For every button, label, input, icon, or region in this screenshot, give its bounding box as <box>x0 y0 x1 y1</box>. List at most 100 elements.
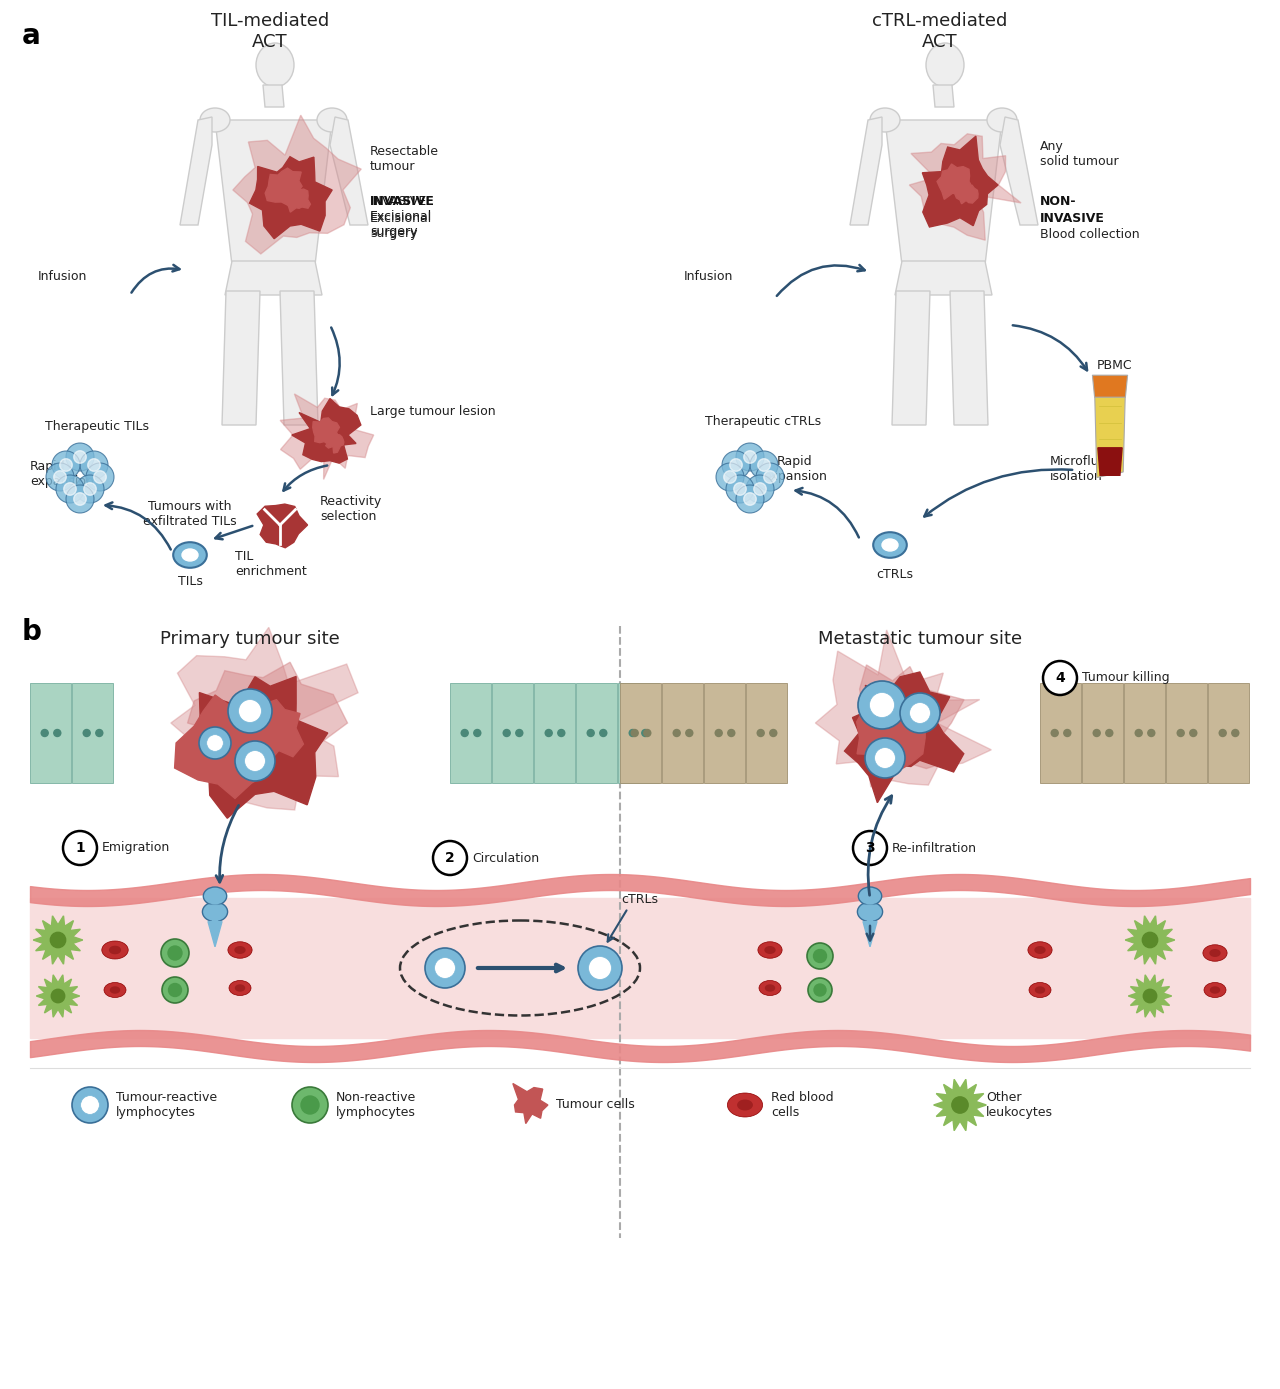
Ellipse shape <box>859 888 882 906</box>
Text: Rapid
expansion: Rapid expansion <box>763 456 827 483</box>
Ellipse shape <box>1210 950 1220 956</box>
Polygon shape <box>280 292 317 425</box>
Circle shape <box>630 729 636 736</box>
Polygon shape <box>815 631 991 788</box>
Polygon shape <box>188 663 348 789</box>
Ellipse shape <box>870 108 900 132</box>
Ellipse shape <box>737 1100 753 1110</box>
Text: Microfluidic
isolation: Microfluidic isolation <box>1050 456 1121 483</box>
Polygon shape <box>36 975 79 1017</box>
Text: 2: 2 <box>445 851 454 865</box>
Bar <box>576 683 617 783</box>
Text: INVASIVE: INVASIVE <box>1039 213 1105 225</box>
Circle shape <box>198 726 230 758</box>
Ellipse shape <box>182 549 198 561</box>
Ellipse shape <box>758 942 782 958</box>
Text: cTRLs: cTRLs <box>622 893 658 906</box>
Polygon shape <box>850 117 882 225</box>
Text: Emigration: Emigration <box>102 842 170 854</box>
Ellipse shape <box>236 985 244 990</box>
Polygon shape <box>33 915 83 964</box>
Circle shape <box>1051 729 1059 736</box>
Bar <box>1124 683 1165 783</box>
Circle shape <box>858 681 906 729</box>
Polygon shape <box>215 119 332 265</box>
Ellipse shape <box>727 1093 763 1117</box>
Circle shape <box>433 840 467 875</box>
Circle shape <box>67 443 93 471</box>
Polygon shape <box>513 1083 548 1124</box>
Circle shape <box>81 1096 100 1114</box>
Text: INVASIVE
Excisional
surgery: INVASIVE Excisional surgery <box>370 194 433 238</box>
Text: Infusion: Infusion <box>37 269 87 283</box>
Bar <box>1039 683 1082 783</box>
Polygon shape <box>312 418 339 444</box>
Polygon shape <box>1125 915 1175 964</box>
Circle shape <box>425 949 465 988</box>
Circle shape <box>641 729 649 736</box>
Polygon shape <box>909 133 1021 240</box>
Text: Rapid
expansion: Rapid expansion <box>29 460 93 488</box>
Circle shape <box>1064 729 1071 736</box>
Circle shape <box>163 976 188 1003</box>
Circle shape <box>79 451 108 479</box>
Circle shape <box>236 740 275 781</box>
Ellipse shape <box>104 982 125 997</box>
Circle shape <box>96 729 102 736</box>
Ellipse shape <box>200 108 230 132</box>
Bar <box>1082 683 1123 783</box>
Ellipse shape <box>228 942 252 958</box>
Polygon shape <box>234 700 303 757</box>
Ellipse shape <box>204 888 227 906</box>
Circle shape <box>168 946 182 960</box>
Text: Tumour cells: Tumour cells <box>556 1099 635 1111</box>
Text: Any
solid tumour: Any solid tumour <box>1039 140 1119 168</box>
Circle shape <box>1231 729 1239 736</box>
Circle shape <box>1142 932 1157 947</box>
Ellipse shape <box>317 108 347 132</box>
Circle shape <box>93 471 106 483</box>
Circle shape <box>686 729 692 736</box>
Polygon shape <box>221 292 260 425</box>
Circle shape <box>67 485 93 513</box>
Circle shape <box>228 689 273 733</box>
Ellipse shape <box>110 988 119 993</box>
Polygon shape <box>186 676 328 818</box>
Circle shape <box>764 471 776 483</box>
Text: Therapeutic TILs: Therapeutic TILs <box>45 419 148 433</box>
Ellipse shape <box>873 532 906 558</box>
Circle shape <box>52 451 79 479</box>
Circle shape <box>589 957 612 979</box>
Ellipse shape <box>110 946 120 954</box>
Ellipse shape <box>1036 988 1044 993</box>
Bar <box>620 683 660 783</box>
Circle shape <box>754 483 767 496</box>
Circle shape <box>503 729 511 736</box>
Ellipse shape <box>229 981 251 996</box>
Ellipse shape <box>765 985 774 990</box>
Circle shape <box>716 463 744 490</box>
Polygon shape <box>895 261 992 294</box>
Ellipse shape <box>173 542 207 568</box>
Polygon shape <box>863 921 877 947</box>
Polygon shape <box>856 703 925 771</box>
Bar <box>451 683 492 783</box>
Circle shape <box>814 950 827 963</box>
Polygon shape <box>207 921 221 947</box>
Circle shape <box>41 729 49 736</box>
Circle shape <box>579 946 622 990</box>
Ellipse shape <box>1029 982 1051 997</box>
Circle shape <box>56 475 84 503</box>
Circle shape <box>900 693 940 733</box>
Polygon shape <box>860 665 964 775</box>
Ellipse shape <box>1028 942 1052 958</box>
Polygon shape <box>170 628 358 810</box>
Ellipse shape <box>1204 982 1226 997</box>
Text: 3: 3 <box>865 840 874 856</box>
Circle shape <box>1219 729 1226 736</box>
Ellipse shape <box>256 43 294 88</box>
Text: Large tumour lesion: Large tumour lesion <box>370 406 495 418</box>
Text: Re-infiltration: Re-infiltration <box>892 842 977 854</box>
Text: Non-reactive
lymphocytes: Non-reactive lymphocytes <box>335 1090 416 1120</box>
Text: Metastatic tumour site: Metastatic tumour site <box>818 631 1021 649</box>
